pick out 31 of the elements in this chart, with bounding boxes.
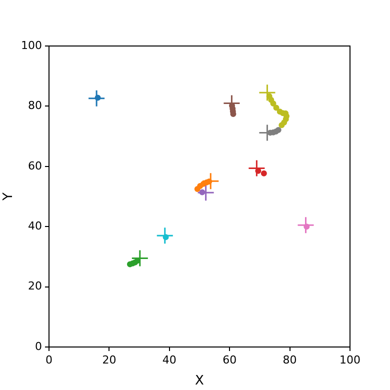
x-tick-label: 20 — [102, 353, 116, 366]
point — [275, 126, 282, 133]
y-axis-title: Y — [1, 192, 16, 202]
x-axis-title: X — [195, 374, 204, 389]
x-tick-label: 60 — [222, 353, 237, 366]
point — [260, 170, 267, 176]
point — [258, 84, 276, 102]
point — [273, 104, 280, 111]
x-tick-label: 40 — [162, 353, 176, 366]
point — [197, 184, 215, 202]
y-tick-label: 60 — [28, 159, 42, 172]
point — [156, 226, 174, 244]
point — [248, 159, 266, 177]
y-tick-label: 80 — [28, 99, 42, 112]
point — [297, 216, 315, 234]
x-tick-label: 100 — [340, 353, 360, 366]
x-tick-label: 0 — [46, 353, 52, 366]
y-tick-label: 0 — [35, 340, 42, 353]
point — [88, 90, 106, 108]
y-tick-label: 40 — [28, 219, 42, 232]
point — [94, 94, 101, 101]
point — [202, 172, 220, 190]
x-tick-label: 80 — [282, 353, 297, 366]
y-tick-label: 100 — [21, 38, 42, 52]
point — [278, 122, 285, 128]
point — [131, 249, 149, 267]
point — [199, 189, 206, 196]
point — [304, 224, 310, 230]
y-tick-label: 20 — [28, 280, 42, 293]
point — [162, 234, 169, 240]
point — [270, 100, 276, 106]
